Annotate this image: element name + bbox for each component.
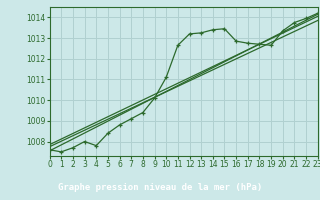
Text: Graphe pression niveau de la mer (hPa): Graphe pression niveau de la mer (hPa) — [58, 183, 262, 192]
